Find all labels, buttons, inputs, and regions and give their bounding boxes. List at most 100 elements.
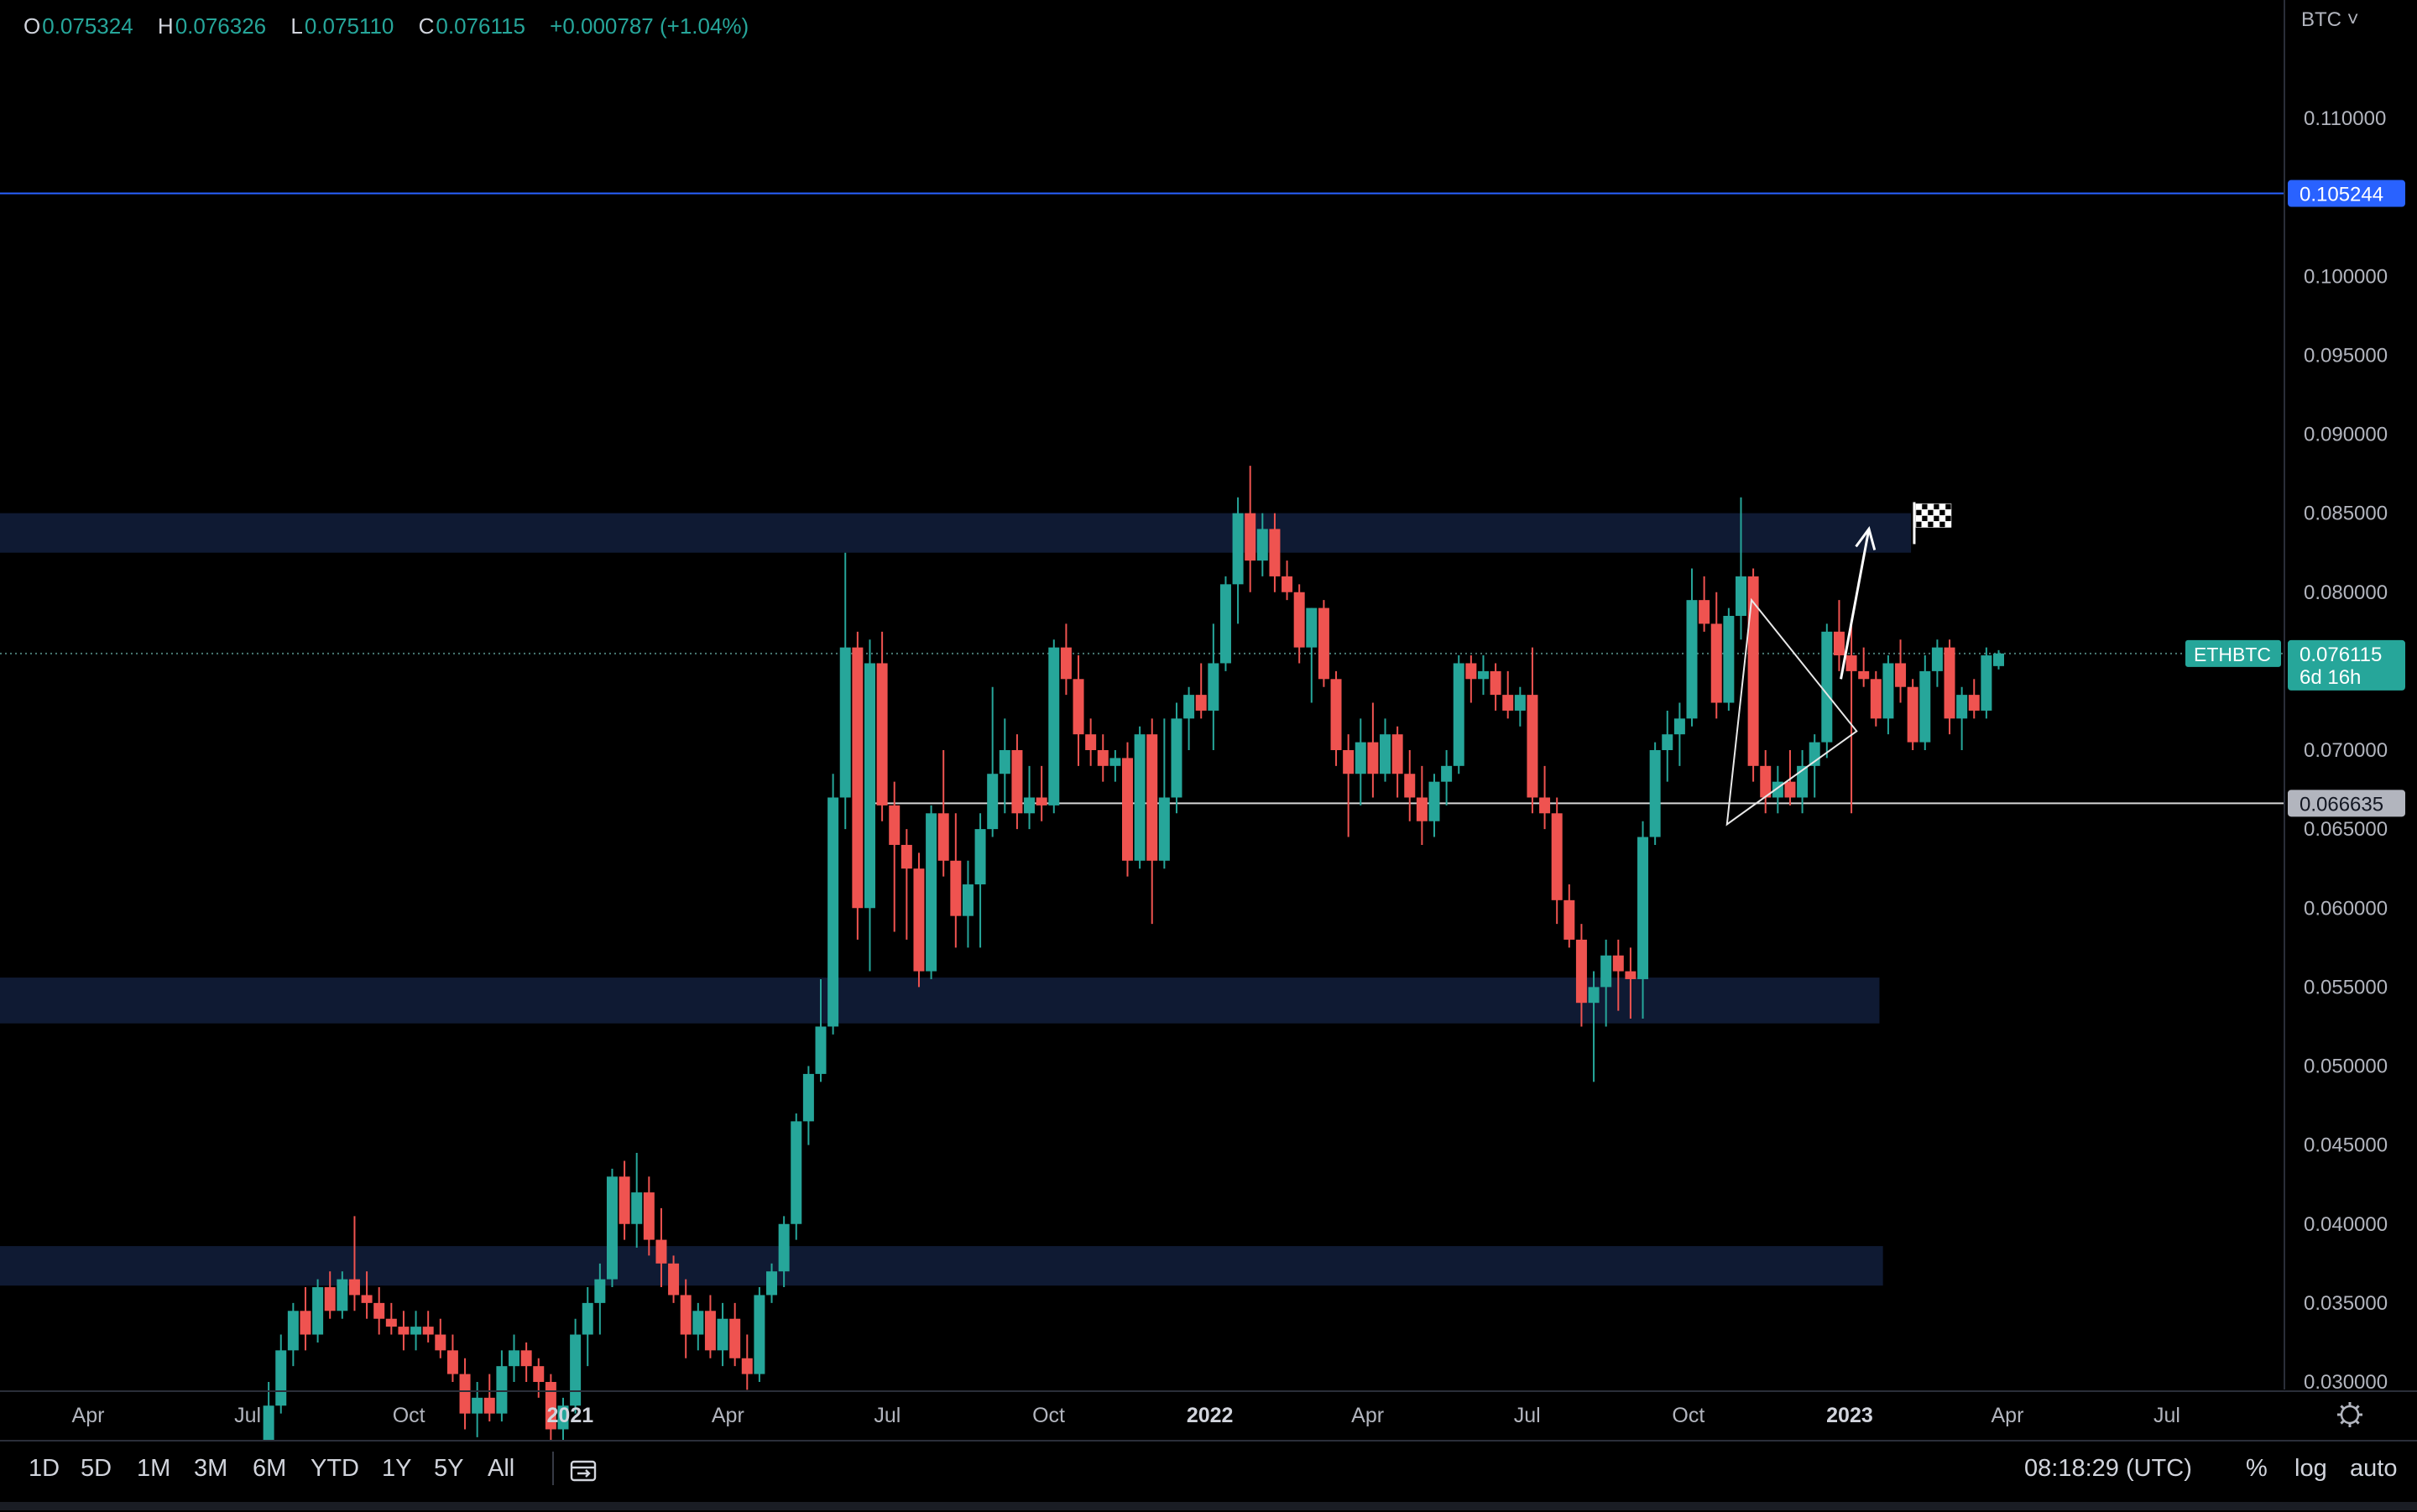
candle bbox=[901, 829, 912, 940]
candle-body bbox=[1282, 576, 1293, 592]
candle bbox=[1134, 726, 1146, 869]
timeframe-1d-button[interactable]: 1D bbox=[29, 1455, 60, 1482]
price-label-blue-bg bbox=[2288, 180, 2405, 207]
candle bbox=[852, 631, 864, 940]
candle-body bbox=[1956, 695, 1968, 719]
checkered-flag-icon bbox=[1913, 502, 1952, 545]
flag-cell bbox=[1927, 509, 1934, 516]
price-label-last-countdown: 6d 16h bbox=[2300, 666, 2361, 689]
candle bbox=[1760, 750, 1772, 814]
candle-body bbox=[1686, 600, 1698, 719]
candle-body bbox=[876, 663, 888, 806]
candle-body bbox=[520, 1350, 532, 1367]
candle-body bbox=[1391, 734, 1403, 774]
time-tick-label: 2023 bbox=[1826, 1404, 1873, 1427]
candle-body bbox=[1269, 529, 1281, 576]
flag-cell bbox=[1933, 503, 1940, 510]
timeframe-all-button[interactable]: All bbox=[488, 1455, 515, 1482]
candle bbox=[582, 1287, 593, 1367]
candle bbox=[1858, 647, 1870, 687]
candle bbox=[1931, 639, 1943, 687]
open-key: O bbox=[23, 13, 41, 39]
candle bbox=[472, 1382, 483, 1437]
calendar-goto-icon[interactable] bbox=[569, 1457, 599, 1483]
candle-body bbox=[287, 1311, 299, 1351]
support-resistance-zones bbox=[0, 513, 1912, 1286]
candle bbox=[1122, 742, 1133, 877]
currency-menu[interactable]: BTC ˅ bbox=[2301, 8, 2359, 31]
candle-body bbox=[729, 1318, 741, 1358]
time-tick-label: 2022 bbox=[1187, 1404, 1234, 1427]
timeframe-1y-button[interactable]: 1Y bbox=[382, 1455, 412, 1482]
auto-scale-toggle[interactable]: auto bbox=[2350, 1455, 2398, 1482]
candle-body bbox=[668, 1263, 680, 1296]
candle-body bbox=[1380, 734, 1391, 774]
candle bbox=[1282, 560, 1293, 601]
timeframe-5y-button[interactable]: 5Y bbox=[434, 1455, 464, 1482]
candle-body bbox=[1256, 529, 1268, 561]
candle bbox=[1024, 765, 1036, 830]
candle-body bbox=[1968, 695, 1980, 711]
candle bbox=[1195, 663, 1207, 719]
candle bbox=[606, 1168, 618, 1288]
candle bbox=[459, 1358, 471, 1430]
candle-body bbox=[754, 1295, 765, 1374]
close-key: C bbox=[418, 13, 435, 39]
price-tick-label: 0.035000 bbox=[2304, 1292, 2388, 1315]
candle bbox=[1232, 497, 1244, 624]
candle bbox=[1343, 734, 1355, 837]
log-scale-toggle[interactable]: log bbox=[2294, 1455, 2327, 1482]
time-tick-label: Oct bbox=[1672, 1404, 1704, 1427]
candle-body bbox=[594, 1279, 606, 1303]
candle bbox=[864, 639, 875, 972]
candle bbox=[1870, 670, 1882, 727]
flag-cell bbox=[1939, 515, 1946, 522]
candle-body bbox=[1735, 576, 1746, 616]
timeframe-1m-button[interactable]: 1M bbox=[137, 1455, 171, 1482]
time-tick-label: Jul bbox=[2153, 1404, 2180, 1427]
price-tick-label: 0.110000 bbox=[2304, 107, 2386, 130]
candle-body bbox=[1637, 837, 1649, 979]
triangle-pattern bbox=[1725, 597, 1858, 826]
candle-body bbox=[410, 1327, 422, 1335]
candle bbox=[631, 1153, 643, 1248]
candle-body bbox=[1146, 734, 1158, 861]
candle bbox=[1821, 623, 1833, 759]
candle bbox=[324, 1271, 336, 1319]
candle bbox=[1907, 679, 1918, 750]
candle-body bbox=[459, 1374, 471, 1414]
timeframe-ytd-button[interactable]: YTD bbox=[311, 1455, 359, 1482]
candle bbox=[937, 750, 949, 877]
candle bbox=[1944, 639, 1955, 735]
candle bbox=[1256, 513, 1268, 576]
price-tick-label: 0.090000 bbox=[2304, 424, 2388, 446]
candle-body bbox=[1158, 797, 1170, 861]
timeframe-6m-button[interactable]: 6M bbox=[253, 1455, 287, 1482]
candle-body bbox=[1245, 513, 1256, 561]
toolbar-divider bbox=[552, 1452, 554, 1485]
candle-body bbox=[1673, 718, 1685, 735]
flag-cell bbox=[1945, 509, 1952, 516]
timeframe-5d-button[interactable]: 5D bbox=[81, 1455, 112, 1482]
candle bbox=[1600, 939, 1612, 1027]
candle bbox=[1490, 663, 1501, 711]
candle-body bbox=[1649, 750, 1661, 837]
candle-body bbox=[1367, 742, 1379, 774]
candle-body bbox=[1575, 939, 1587, 1004]
candle bbox=[1993, 649, 2005, 670]
candle bbox=[1833, 600, 1845, 671]
candle-body bbox=[1060, 647, 1072, 680]
candle-body bbox=[324, 1287, 336, 1311]
price-axis: 0.1100000.1050000.1000000.0950000.090000… bbox=[2185, 0, 2405, 1394]
candle-body bbox=[1477, 670, 1489, 680]
horizontal-scrollbar[interactable] bbox=[0, 1502, 2417, 1510]
percent-scale-toggle[interactable]: % bbox=[2246, 1455, 2268, 1482]
flag-cell bbox=[1915, 509, 1923, 516]
candle-body bbox=[446, 1350, 458, 1374]
timeframe-3m-button[interactable]: 3M bbox=[194, 1455, 228, 1482]
gear-icon[interactable] bbox=[2337, 1402, 2362, 1427]
utc-clock[interactable]: 08:18:29 (UTC) bbox=[2024, 1455, 2192, 1482]
candle-body bbox=[1710, 623, 1722, 703]
